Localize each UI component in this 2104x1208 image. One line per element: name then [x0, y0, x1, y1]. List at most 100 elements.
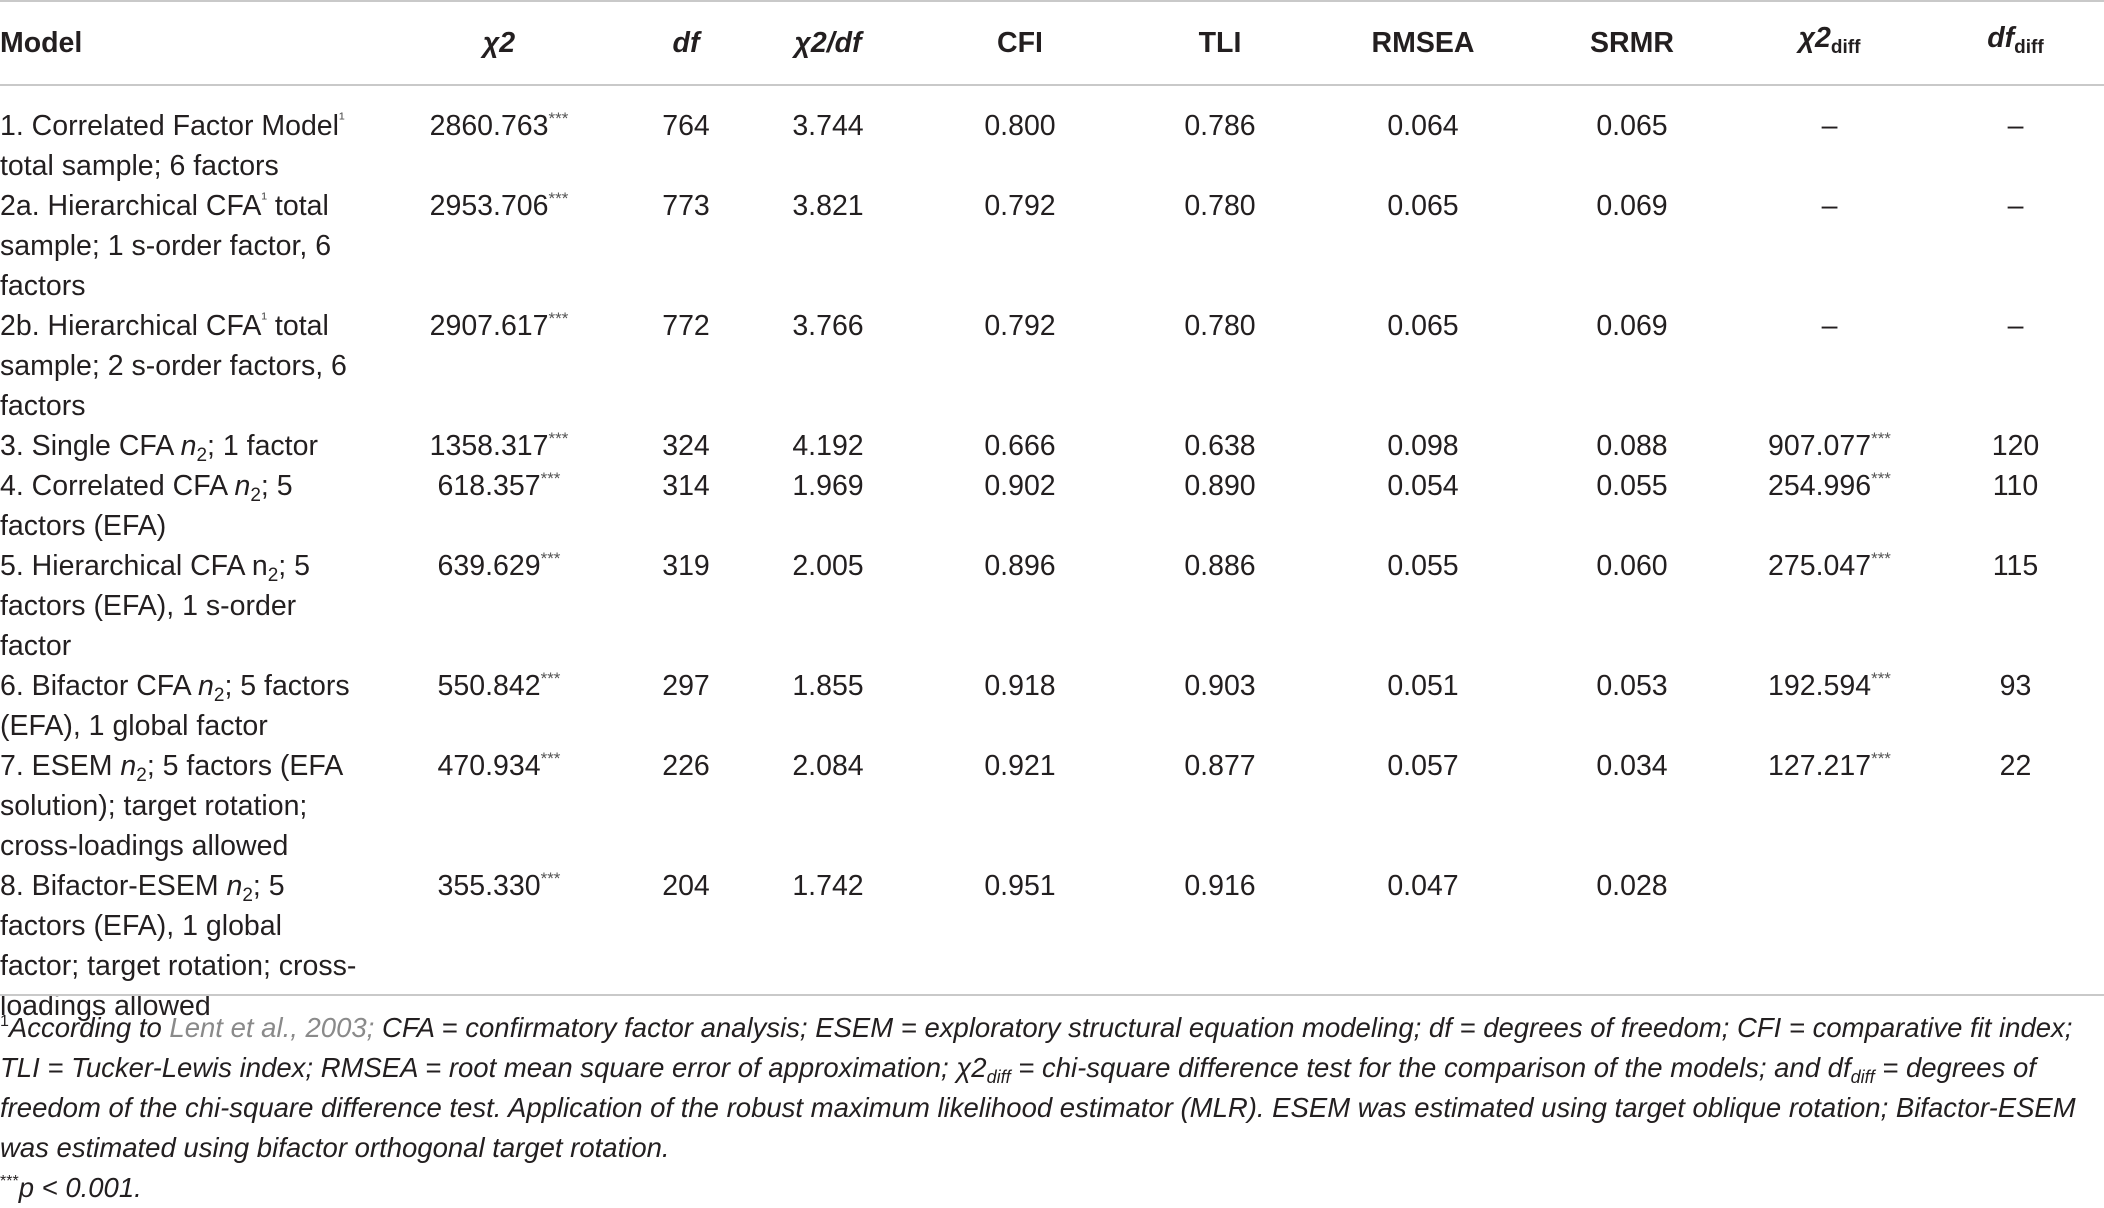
cell-df: 324 [662, 430, 710, 462]
cell-chi2-diff: 192.594*** [1768, 669, 1891, 702]
significance-mark: *** [1871, 469, 1891, 488]
cell-df: 773 [662, 190, 710, 222]
header-chi2-df: χ2/df [742, 0, 914, 86]
header-chi2-diff: χ2diff [1732, 0, 1927, 86]
cell-chi2-diff: – [1821, 310, 1838, 342]
cell-model: 3. Single CFA n2; 1 factor [0, 430, 318, 466]
header-df: df [630, 0, 742, 86]
cell-df: 226 [662, 750, 710, 782]
cell-chi2-df: 2.084 [792, 750, 864, 782]
cell-chi2-df: 3.744 [792, 110, 864, 142]
table-row: 7. ESEM n2; 5 factors (EFA solution); ta… [0, 746, 2104, 866]
cell-rmsea: 0.055 [1387, 550, 1459, 582]
model-fit-table: Model χ2 df χ2/df CFI TLI RMSEA SRMR χ2d… [0, 0, 2104, 1040]
cell-df: 314 [662, 470, 710, 502]
cell-model: 5. Hierarchical CFA n2; 5 factors (EFA),… [0, 550, 310, 662]
cell-df-diff: 93 [1999, 670, 2032, 702]
cell-model: 2a. Hierarchical CFA¹ total sample; 1 s-… [0, 189, 332, 302]
table-row: 6. Bifactor CFA n2; 5 factors (EFA), 1 g… [0, 666, 2104, 746]
cell-chi2-diff: 254.996*** [1768, 469, 1891, 502]
cell-chi2-df: 3.766 [792, 310, 864, 342]
cell-rmsea: 0.064 [1387, 110, 1459, 142]
table-row: 8. Bifactor-ESEM n2; 5 factors (EFA), 1 … [0, 866, 2104, 1040]
cell-rmsea: 0.047 [1387, 870, 1459, 902]
cell-chi2: 618.357*** [437, 469, 561, 502]
cell-chi2-df: 2.005 [792, 550, 864, 582]
significance-mark: *** [548, 189, 569, 208]
cell-rmsea: 0.098 [1387, 430, 1459, 462]
header-tli: TLI [1126, 0, 1314, 86]
cell-chi2: 2953.706*** [429, 189, 569, 222]
cell-cfi: 0.792 [984, 310, 1056, 342]
cell-model: 8. Bifactor-ESEM n2; 5 factors (EFA), 1 … [0, 870, 357, 1022]
header-rmsea: RMSEA [1314, 0, 1532, 86]
significance-mark: *** [1871, 429, 1891, 448]
cell-chi2-df: 1.742 [792, 870, 864, 902]
cell-cfi: 0.951 [984, 870, 1056, 902]
cell-df-diff: – [2007, 310, 2024, 342]
cell-tli: 0.786 [1184, 110, 1256, 142]
significance-mark: *** [540, 669, 561, 688]
cell-chi2-diff: 907.077*** [1768, 429, 1891, 462]
significance-mark: *** [540, 549, 561, 568]
cell-chi2-df: 1.969 [792, 470, 864, 502]
cell-chi2: 639.629*** [437, 549, 561, 582]
table-row: 2a. Hierarchical CFA¹ total sample; 1 s-… [0, 186, 2104, 306]
table-row: 1. Correlated Factor Model¹ total sample… [0, 85, 2104, 186]
significance-mark: *** [1871, 669, 1891, 688]
cell-tli: 0.890 [1184, 470, 1256, 502]
significance-mark: *** [1871, 549, 1891, 568]
cell-chi2-diff: 127.217*** [1768, 749, 1891, 782]
cell-chi2-df: 3.821 [792, 190, 864, 222]
cell-chi2: 2907.617*** [429, 309, 569, 342]
cell-cfi: 0.800 [984, 110, 1056, 142]
cell-chi2-diff: 275.047*** [1768, 549, 1891, 582]
cell-chi2: 550.842*** [437, 669, 561, 702]
cell-df: 772 [662, 310, 710, 342]
cell-chi2-diff: – [1821, 110, 1838, 142]
cell-cfi: 0.902 [984, 470, 1056, 502]
cell-df: 297 [662, 670, 710, 702]
significance-mark: *** [540, 469, 561, 488]
cell-rmsea: 0.051 [1387, 670, 1459, 702]
cell-df: 319 [662, 550, 710, 582]
cell-tli: 0.780 [1184, 190, 1256, 222]
footnote-significance: ***p < 0.001. [0, 1172, 142, 1203]
cell-df: 204 [662, 870, 710, 902]
table-row: 4. Correlated CFA n2; 5 factors (EFA) 618… [0, 466, 2104, 546]
cell-chi2: 355.330*** [437, 869, 561, 902]
table-footnote: 1According to Lent et al., 2003; CFA = c… [0, 994, 2104, 1208]
cell-srmr: 0.065 [1596, 110, 1668, 142]
cell-model: 1. Correlated Factor Model¹ total sample… [0, 109, 345, 182]
reference-link[interactable]: Lent et al., 2003; [169, 1012, 375, 1043]
cell-df-diff: – [2007, 110, 2024, 142]
cell-chi2: 1358.317*** [429, 429, 569, 462]
cell-df-diff: – [2007, 190, 2024, 222]
cell-model: 6. Bifactor CFA n2; 5 factors (EFA), 1 g… [0, 670, 350, 742]
cell-srmr: 0.069 [1596, 190, 1668, 222]
cell-model: 2b. Hierarchical CFA¹ total sample; 2 s-… [0, 309, 347, 422]
cell-cfi: 0.918 [984, 670, 1056, 702]
cell-rmsea: 0.065 [1387, 190, 1459, 222]
cell-srmr: 0.053 [1596, 670, 1668, 702]
cell-cfi: 0.896 [984, 550, 1056, 582]
cell-tli: 0.903 [1184, 670, 1256, 702]
cell-srmr: 0.060 [1596, 550, 1668, 582]
cell-chi2: 2860.763*** [429, 109, 569, 142]
significance-mark: *** [548, 429, 569, 448]
cell-srmr: 0.055 [1596, 470, 1668, 502]
header-chi2: χ2 [368, 0, 630, 86]
header-row: Model χ2 df χ2/df CFI TLI RMSEA SRMR χ2d… [0, 0, 2104, 86]
significance-mark: *** [1871, 749, 1891, 768]
cell-rmsea: 0.057 [1387, 750, 1459, 782]
header-model: Model [0, 0, 368, 86]
cell-model: 7. ESEM n2; 5 factors (EFA solution); ta… [0, 750, 342, 862]
cell-tli: 0.780 [1184, 310, 1256, 342]
cell-chi2-df: 4.192 [792, 430, 864, 462]
table-row: 5. Hierarchical CFA n2; 5 factors (EFA),… [0, 546, 2104, 666]
cell-df-diff: 110 [1992, 470, 2039, 502]
footnote-abbreviations: 1According to Lent et al., 2003; CFA = c… [0, 1012, 2076, 1163]
cell-tli: 0.638 [1184, 430, 1256, 462]
cell-rmsea: 0.054 [1387, 470, 1459, 502]
